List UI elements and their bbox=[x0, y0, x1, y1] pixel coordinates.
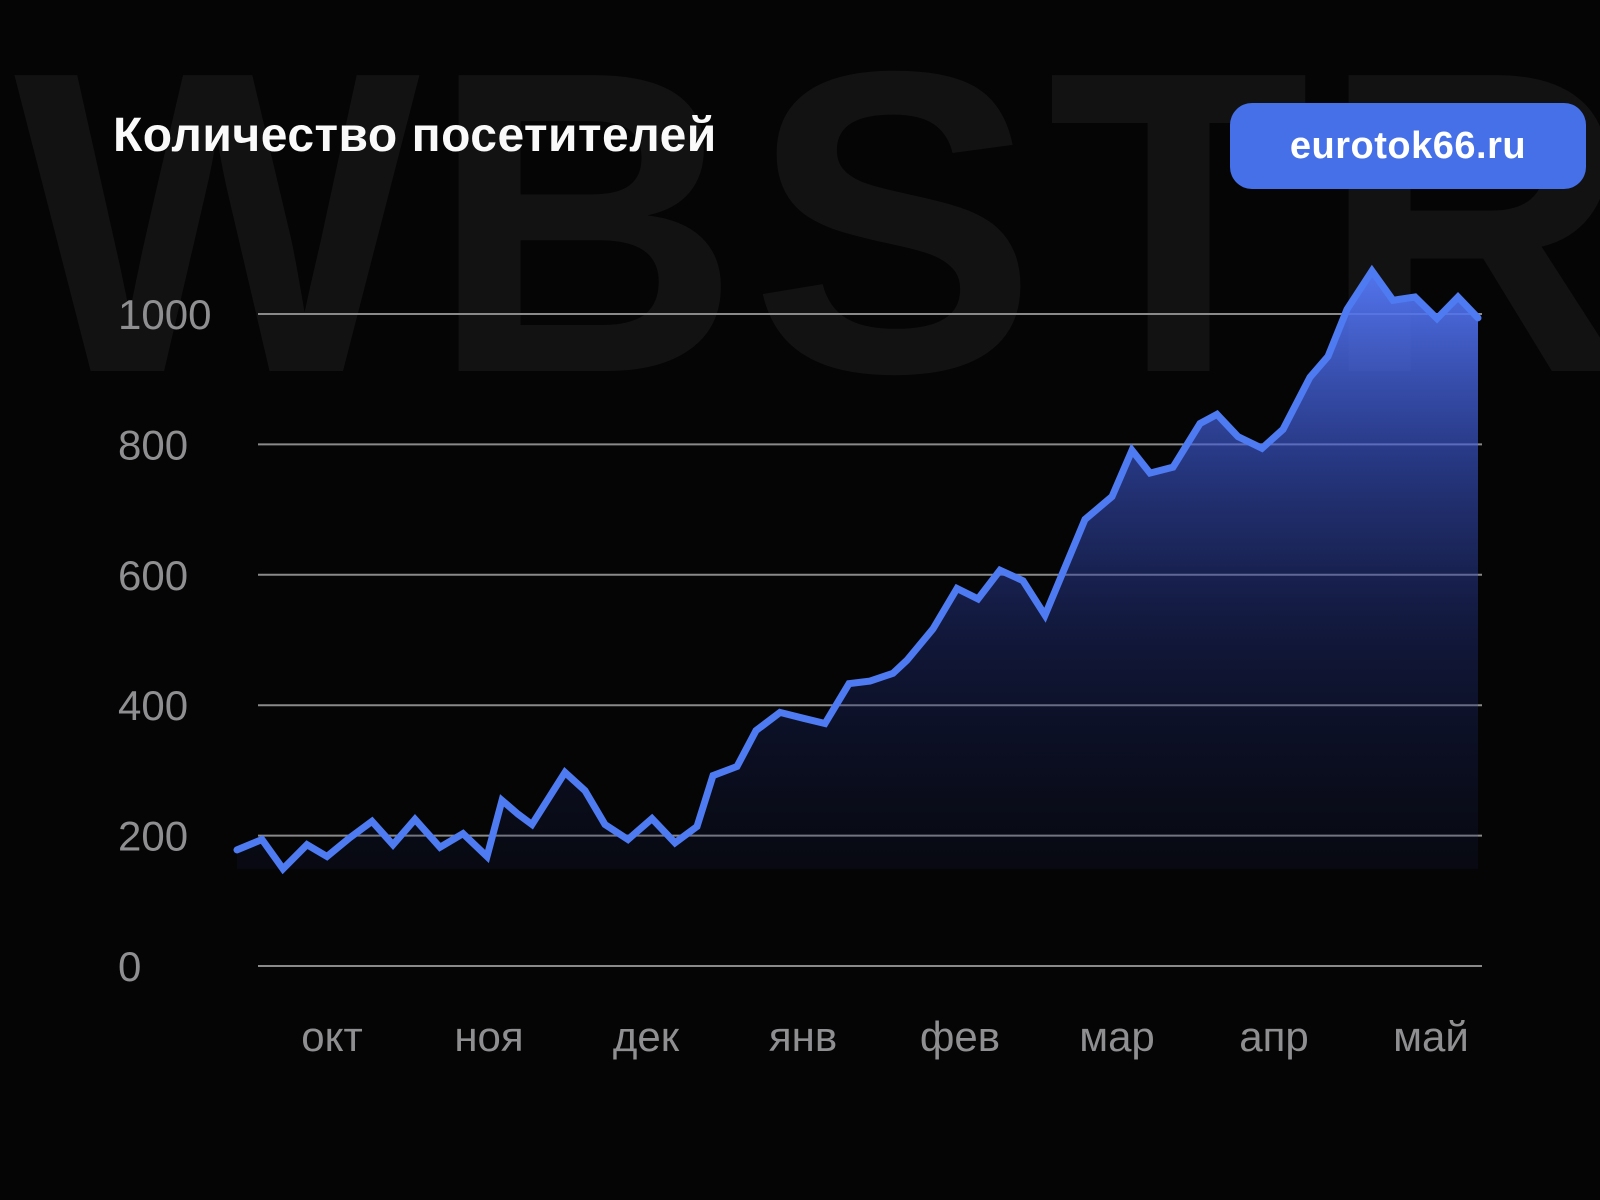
x-axis-label-ноя: ноя bbox=[454, 1013, 523, 1060]
area-fill bbox=[237, 271, 1478, 869]
page-title: Количество посетителей bbox=[113, 109, 717, 162]
x-axis-label-апр: апр bbox=[1239, 1013, 1308, 1060]
y-axis-label-800: 800 bbox=[118, 421, 188, 468]
y-axis-label-1000: 1000 bbox=[118, 291, 211, 338]
y-axis-label-400: 400 bbox=[118, 682, 188, 729]
x-axis-label-окт: окт bbox=[301, 1013, 362, 1060]
site-url-badge[interactable]: eurotok66.ru bbox=[1230, 103, 1586, 189]
x-axis-label-дек: дек bbox=[613, 1013, 680, 1060]
site-url-label: eurotok66.ru bbox=[1289, 124, 1527, 167]
y-axis-label-600: 600 bbox=[118, 552, 188, 599]
y-axis-label-0: 0 bbox=[118, 943, 141, 990]
x-axis-label-фев: фев bbox=[920, 1013, 1000, 1060]
x-axis-label-янв: янв bbox=[769, 1013, 837, 1060]
x-axis-label-май: май bbox=[1393, 1013, 1469, 1060]
y-axis-label-200: 200 bbox=[118, 813, 188, 860]
trend-line bbox=[233, 264, 1482, 875]
x-axis-label-мар: мар bbox=[1079, 1013, 1155, 1060]
